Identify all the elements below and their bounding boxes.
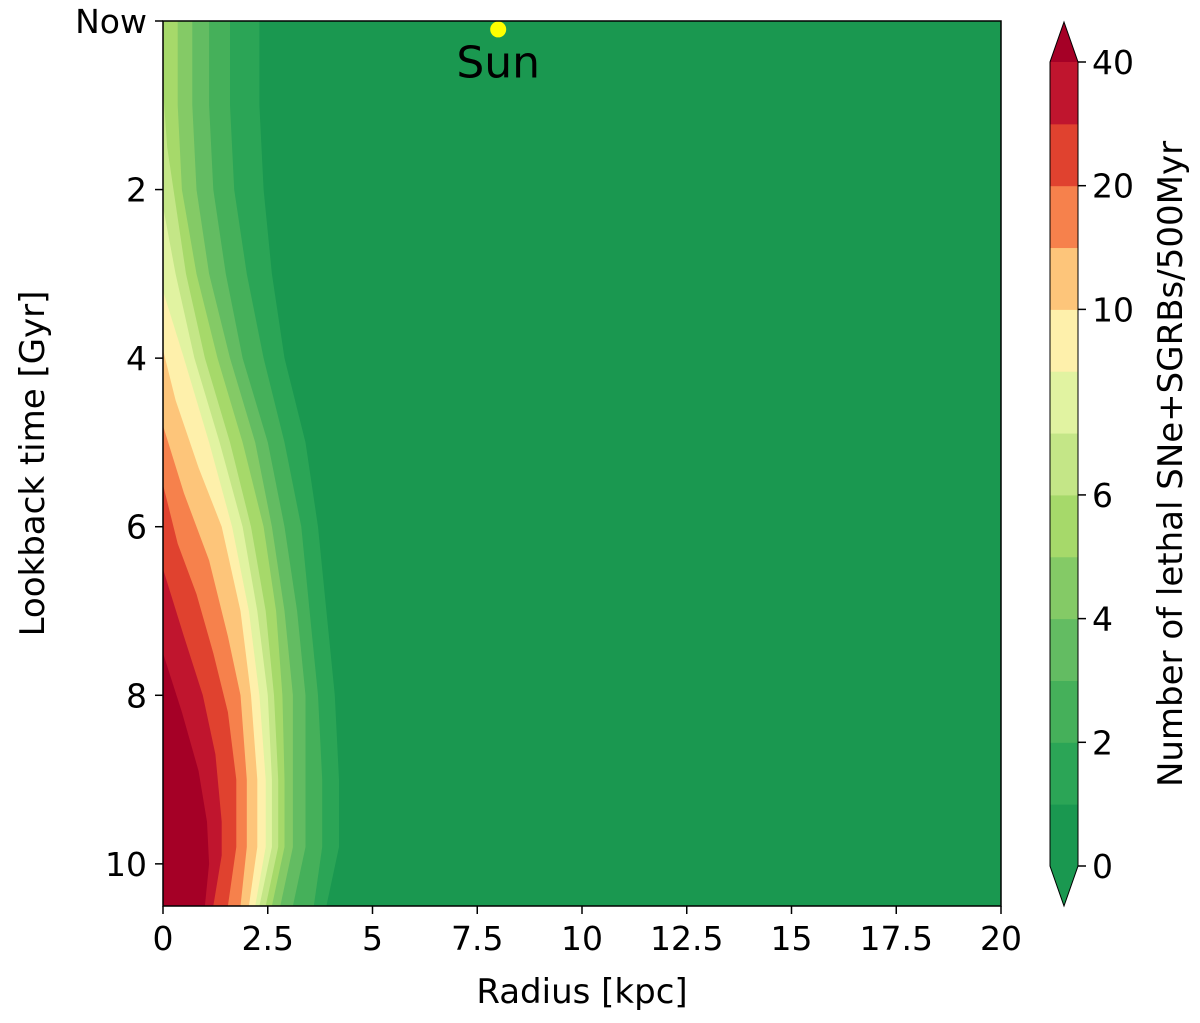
colorbar-segment — [1050, 185, 1078, 249]
x-axis-ticks: 0 2.5 5 7.5 10 12.5 15 17.5 20 — [153, 906, 1022, 958]
colorbar-tick-label: 40 — [1092, 43, 1134, 82]
contour-bands — [163, 21, 339, 906]
x-tick-label: 7.5 — [451, 919, 503, 958]
colorbar-tick-label: 2 — [1092, 723, 1113, 762]
x-axis-label: Radius [kpc] — [476, 972, 687, 1012]
colorbar-segment — [1050, 433, 1078, 496]
sun-marker — [490, 21, 507, 38]
colorbar-over-arrow — [1050, 22, 1078, 62]
colorbar-segment — [1050, 742, 1078, 805]
colorbar-tick-label: 10 — [1092, 290, 1134, 329]
x-tick-label: 5 — [362, 919, 383, 958]
y-axis-ticks: Now 2 4 6 8 10 — [75, 2, 163, 884]
colorbar-tick-label: 6 — [1092, 476, 1113, 515]
x-tick-label: 20 — [980, 919, 1022, 958]
colorbar-segment — [1050, 556, 1078, 620]
colorbar-segments — [1050, 62, 1078, 867]
x-tick-label: 10 — [561, 919, 603, 958]
y-tick-label: 2 — [126, 171, 147, 210]
y-tick-label: 8 — [126, 676, 147, 715]
colorbar-segment — [1050, 680, 1078, 743]
colorbar-tick-label: 0 — [1092, 847, 1113, 886]
contour-band-13 — [163, 653, 210, 906]
x-tick-label: 0 — [153, 919, 174, 958]
colorbar-label: Number of lethal SNe+SGRBs/500Myr — [1151, 141, 1191, 787]
plot-area: Sun — [162, 20, 1002, 907]
x-tick-label: 15 — [771, 919, 813, 958]
sun-label: Sun — [456, 37, 540, 88]
annotation-layer: Sun — [456, 21, 540, 88]
colorbar-under-arrow — [1050, 866, 1078, 906]
y-tick-label: 6 — [126, 508, 147, 547]
colorbar-segment — [1050, 618, 1078, 681]
colorbar-segment — [1050, 123, 1078, 187]
y-tick-label: 4 — [126, 339, 147, 378]
x-tick-label: 2.5 — [242, 919, 294, 958]
colorbar-segment — [1050, 62, 1078, 125]
colorbar-segment — [1050, 494, 1078, 558]
colorbar-segment — [1050, 309, 1078, 372]
y-tick-label: 10 — [105, 845, 147, 884]
x-tick-label: 12.5 — [650, 919, 723, 958]
x-tick-label: 17.5 — [860, 919, 933, 958]
colorbar-tick-label: 20 — [1092, 167, 1134, 206]
colorbar-segment — [1050, 371, 1078, 434]
colorbar-segment — [1050, 247, 1078, 310]
colorbar-segment — [1050, 804, 1078, 867]
y-axis-label: Lookback time [Gyr] — [13, 291, 53, 637]
colorbar-tick-label: 4 — [1092, 600, 1113, 639]
colorbar-ticks: 0 2 4 6 10 20 40 — [1078, 43, 1134, 886]
y-tick-label: Now — [75, 2, 147, 41]
colorbar: 0 2 4 6 10 20 40 Number of lethal SNe+SGRBs/50… — [1049, 20, 1191, 908]
